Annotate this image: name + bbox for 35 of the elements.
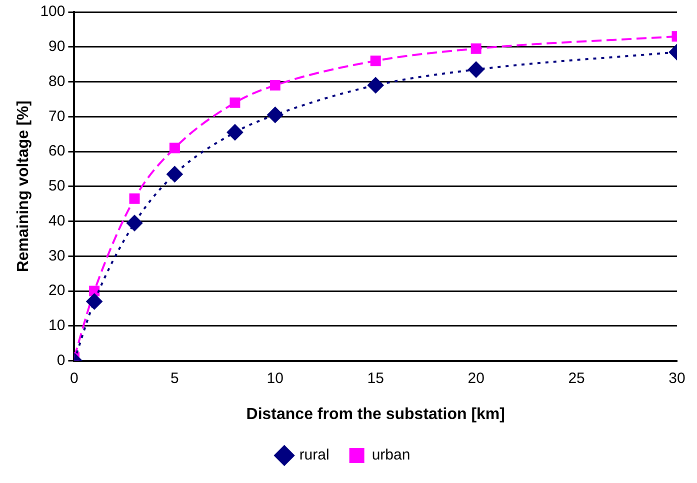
point [267,106,284,123]
x-tick-label: 0 [70,370,78,387]
y-tick-label: 30 [48,247,66,264]
y-tick-label: 100 [40,3,66,20]
point [129,193,140,204]
point [468,62,484,78]
y-tick-label: 10 [48,317,66,334]
y-tick-label: 70 [48,108,66,125]
x-tick-label: 15 [367,370,384,387]
x-tick-label: 30 [668,370,686,387]
point [126,215,143,232]
y-axis-title: Remaining voltage [%] [15,100,32,272]
legend-label: rural [299,446,330,464]
y-tick-label: 40 [48,212,66,230]
point [368,77,384,94]
point [166,166,183,182]
y-tick-label: 0 [56,352,66,369]
point [370,56,381,66]
point [169,142,180,154]
point [270,80,280,90]
x-tick-label: 10 [266,370,284,387]
point [86,294,102,310]
y-tick-label: 60 [48,142,66,160]
x-tick-label: 20 [468,370,484,387]
legend-label: urban [372,446,410,464]
point [230,97,240,108]
y-tick-label: 90 [48,38,66,56]
x-axis-title: Distance from the substation [km] [246,406,505,423]
y-tick-label: 80 [48,72,66,90]
x-tick-label: 5 [170,370,179,387]
x-tick-label: 25 [568,370,585,387]
y-tick-label: 50 [48,178,66,195]
y-tick-label: 20 [48,282,66,300]
point [470,43,482,54]
point [226,124,243,140]
